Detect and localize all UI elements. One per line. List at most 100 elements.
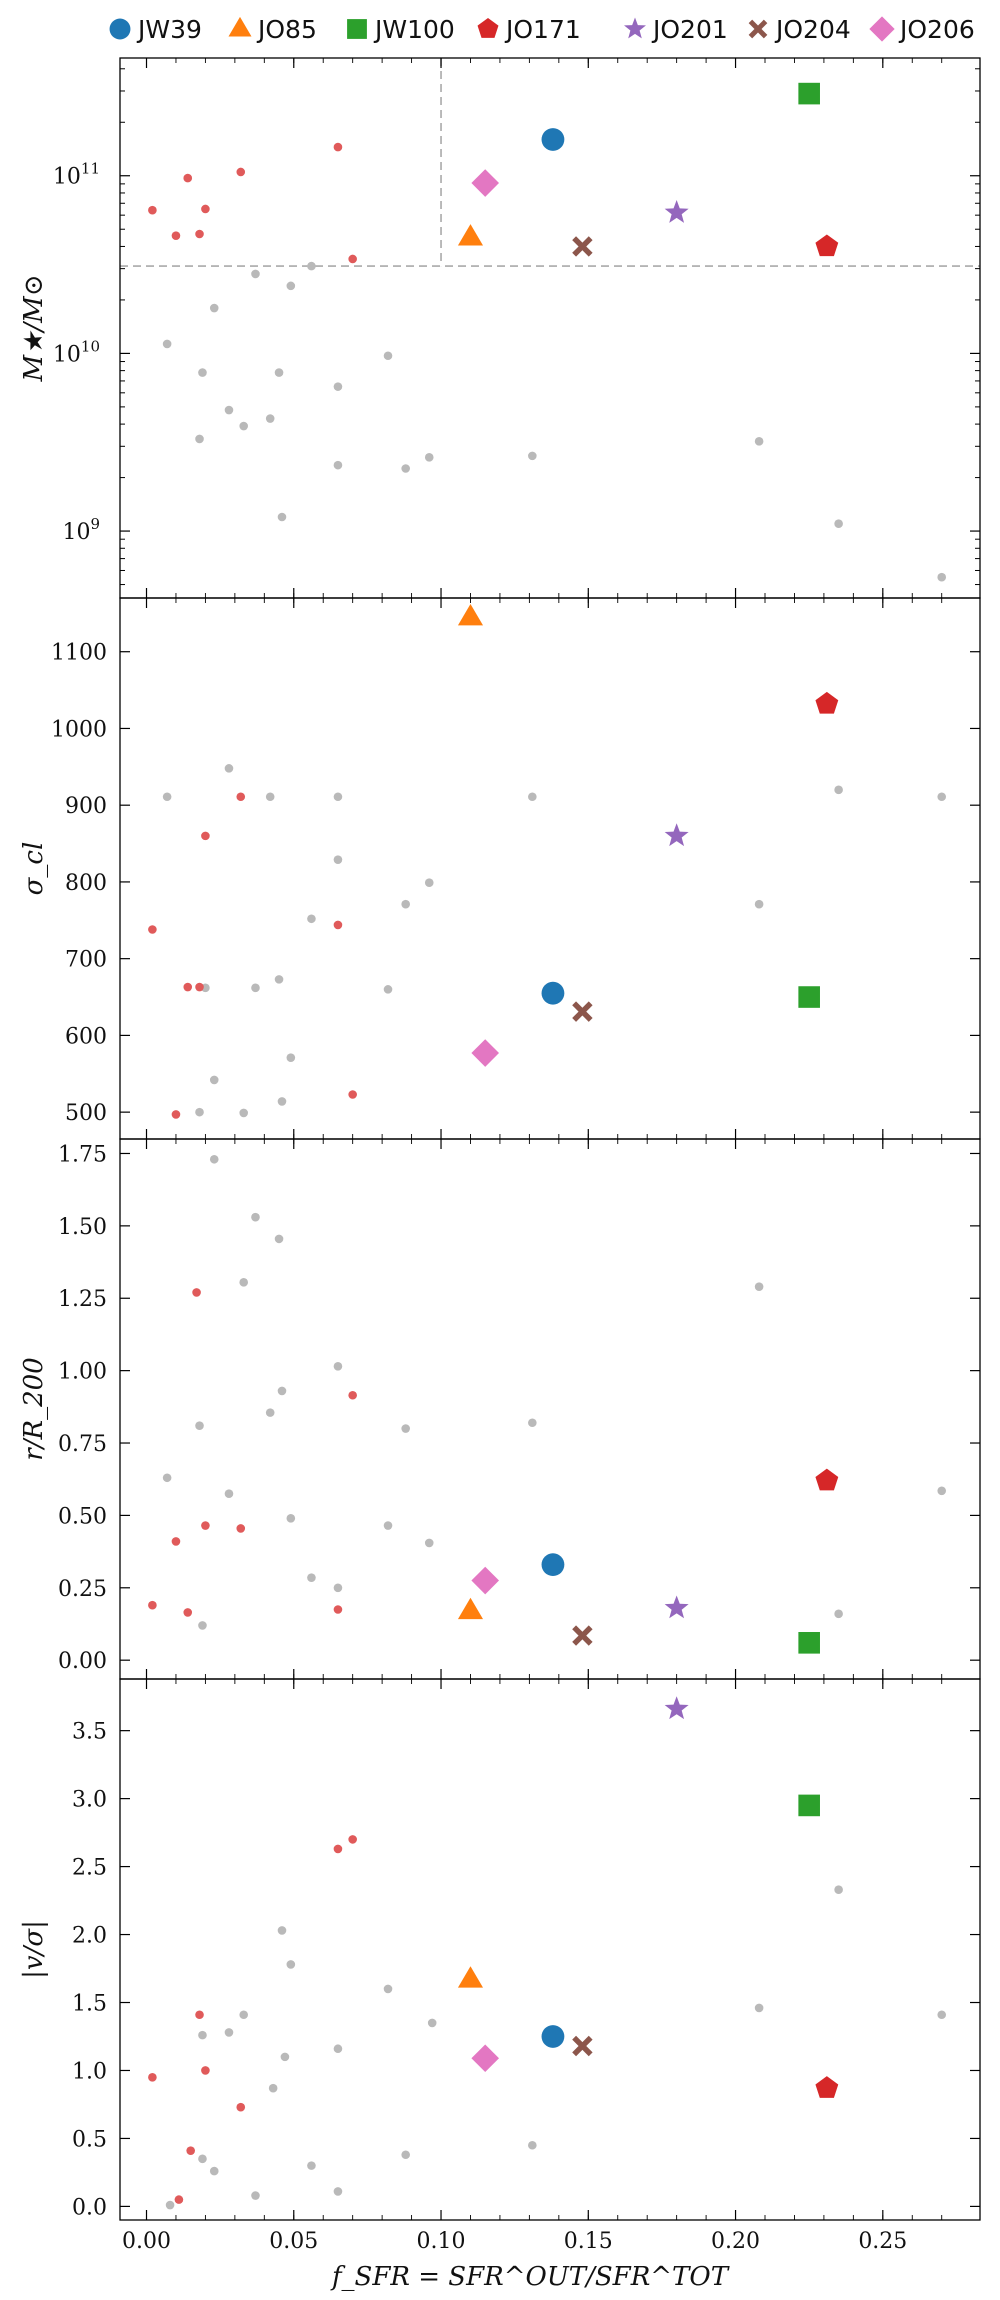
y-tick-label: 2.0 bbox=[72, 1924, 107, 1949]
data-point-red bbox=[236, 2102, 246, 2112]
y-axis-label: |v/σ| bbox=[19, 1920, 49, 1979]
marker-jo171 bbox=[815, 691, 839, 714]
marker-jo171 bbox=[815, 234, 839, 257]
data-point-red bbox=[348, 254, 357, 264]
data-point-red bbox=[201, 1521, 210, 1530]
legend-label: JO171 bbox=[504, 15, 581, 44]
data-point-red bbox=[236, 167, 246, 177]
data-point-gray bbox=[937, 1486, 947, 1496]
y-tick-label: 1.25 bbox=[58, 1287, 107, 1312]
x-tick-label: 0.25 bbox=[858, 2229, 907, 2254]
legend-marker-jo206 bbox=[869, 16, 895, 42]
marker-jo206 bbox=[471, 2044, 500, 2073]
x-tick-label: 0.00 bbox=[122, 2229, 171, 2254]
data-point-gray bbox=[277, 1386, 287, 1396]
data-point-gray bbox=[333, 1361, 343, 1371]
y-tick-label: 700 bbox=[65, 948, 107, 973]
data-point-red bbox=[348, 1835, 357, 1844]
data-point-gray bbox=[165, 2200, 175, 2210]
x-tick-label: 0.15 bbox=[564, 2229, 613, 2254]
data-point-gray bbox=[274, 1234, 284, 1244]
data-point-gray bbox=[274, 975, 284, 984]
data-point-red bbox=[236, 792, 246, 802]
marker-jw100 bbox=[798, 986, 820, 1008]
data-point-gray bbox=[401, 464, 410, 473]
x-axis-label: f_SFR = SFR^OUT/SFR^TOT bbox=[330, 2262, 730, 2292]
marker-jw100 bbox=[798, 82, 820, 105]
data-point-gray bbox=[209, 2166, 219, 2176]
data-point-gray bbox=[265, 1408, 275, 1417]
data-point-red bbox=[195, 229, 204, 239]
marker-jo204 bbox=[572, 2035, 593, 2057]
marker-jo201 bbox=[664, 1696, 689, 1720]
data-point-gray bbox=[307, 2161, 316, 2170]
marker-jo201 bbox=[664, 200, 689, 223]
data-point-red bbox=[171, 1537, 181, 1546]
legend-marker-jo171 bbox=[477, 18, 499, 38]
data-point-gray bbox=[224, 405, 234, 415]
x-tick-label: 0.05 bbox=[269, 2229, 318, 2254]
y-tick-label: 1011 bbox=[53, 160, 100, 190]
data-point-red bbox=[186, 2146, 195, 2155]
y-tick-label: 1010 bbox=[53, 337, 100, 367]
data-point-gray bbox=[383, 985, 393, 994]
y-tick-label: 1.5 bbox=[72, 1992, 107, 2017]
marker-jw39 bbox=[541, 128, 565, 151]
data-point-red bbox=[236, 1524, 246, 1533]
y-tick-label: 3.5 bbox=[72, 1720, 107, 1745]
data-point-gray bbox=[239, 1278, 248, 1287]
y-tick-label: 2.5 bbox=[72, 1856, 107, 1881]
data-point-gray bbox=[528, 1418, 537, 1428]
y-tick-label: 800 bbox=[65, 871, 107, 896]
data-point-gray bbox=[754, 899, 764, 909]
data-point-gray bbox=[333, 2044, 343, 2054]
marker-jo85 bbox=[457, 1966, 484, 1988]
data-point-gray bbox=[268, 2083, 278, 2093]
legend-label: JO204 bbox=[774, 15, 851, 44]
data-point-red bbox=[333, 920, 343, 930]
legend-item-jw100: JW100 bbox=[347, 15, 455, 44]
marker-jo171 bbox=[815, 2076, 839, 2098]
data-point-gray bbox=[427, 2018, 437, 2028]
marker-jw39 bbox=[541, 2025, 565, 2048]
data-point-gray bbox=[198, 368, 207, 377]
data-point-red bbox=[195, 982, 204, 992]
data-point-gray bbox=[754, 1282, 764, 1291]
data-point-gray bbox=[333, 855, 343, 864]
marker-jo201 bbox=[664, 1595, 689, 1619]
data-point-red bbox=[148, 1600, 157, 1610]
data-point-gray bbox=[834, 785, 843, 795]
legend-marker-jo201 bbox=[624, 17, 646, 39]
data-point-gray bbox=[333, 2187, 343, 2196]
panel-vsigma: 0.0 0.5 1.0 1.5 2.0 2.5 3.0 3.5 |v/σ| bbox=[19, 1678, 981, 2221]
legend-item-jw39: JW39 bbox=[109, 15, 202, 44]
data-point-gray bbox=[224, 764, 234, 773]
y-tick-label: 0.25 bbox=[58, 1577, 107, 1602]
data-point-gray bbox=[277, 1926, 287, 1935]
data-point-gray bbox=[251, 983, 260, 993]
data-point-gray bbox=[333, 382, 343, 391]
legend-marker-jw39 bbox=[109, 18, 131, 40]
data-point-gray bbox=[383, 351, 393, 361]
x-axis: 0.00 0.05 0.10 0.15 0.20 0.25 f_SFR = SFR^OUT/… bbox=[122, 2229, 907, 2292]
data-point-gray bbox=[307, 261, 316, 271]
data-point-gray bbox=[401, 899, 410, 909]
data-point-gray bbox=[209, 1075, 219, 1085]
y-tick-label: 0.75 bbox=[58, 1432, 107, 1457]
data-point-gray bbox=[162, 792, 172, 802]
panel-frame bbox=[119, 1678, 981, 2221]
legend-label: JW100 bbox=[373, 15, 455, 44]
legend-item-jo171: JO171 bbox=[477, 15, 581, 44]
data-point-gray bbox=[251, 1212, 260, 1222]
data-point-gray bbox=[528, 2140, 537, 2150]
data-point-gray bbox=[424, 1538, 434, 1548]
y-tick-label: 1.00 bbox=[58, 1360, 107, 1385]
legend-label: JO85 bbox=[256, 15, 317, 44]
marker-jo206 bbox=[471, 1039, 500, 1067]
y-axis-label: σ_cl bbox=[19, 842, 49, 896]
y-axis-label: r/R_200 bbox=[19, 1357, 49, 1460]
y-tick-label: 1.75 bbox=[58, 1142, 107, 1167]
data-point-gray bbox=[333, 460, 343, 470]
data-point-gray bbox=[162, 1473, 172, 1483]
y-tick-label: 3.0 bbox=[72, 1788, 107, 1813]
